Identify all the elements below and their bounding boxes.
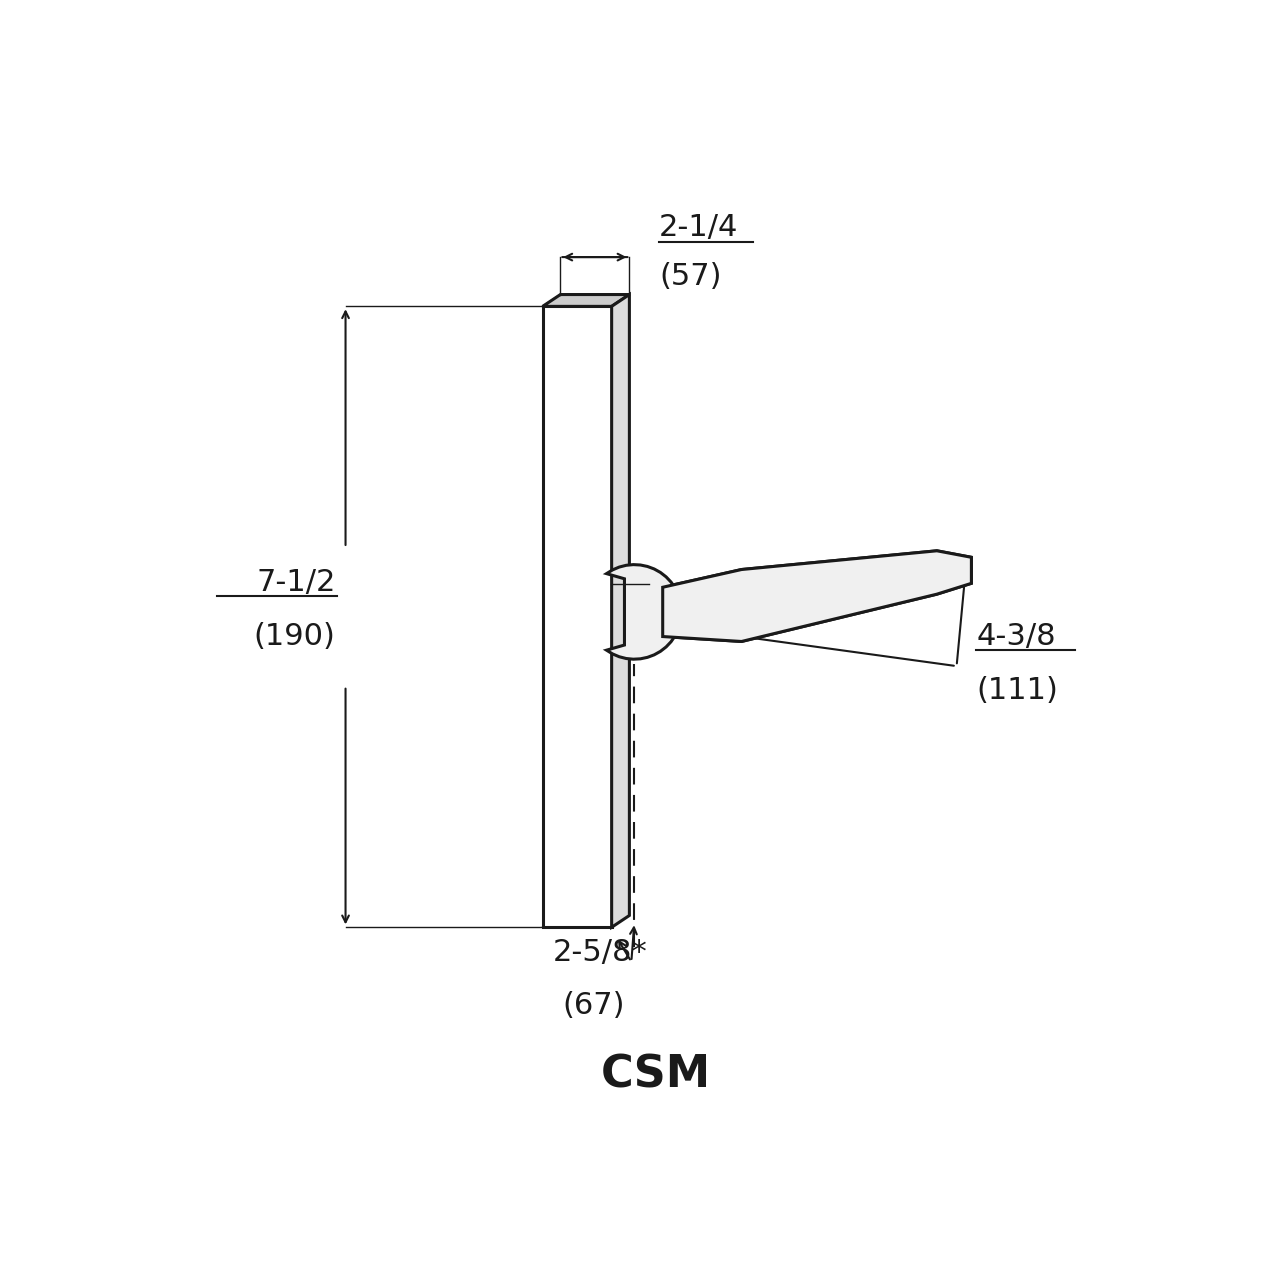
Polygon shape	[607, 564, 681, 659]
Text: 7-1/2: 7-1/2	[256, 568, 335, 596]
Text: 4-3/8: 4-3/8	[977, 622, 1056, 652]
Polygon shape	[663, 550, 972, 641]
Polygon shape	[612, 294, 630, 927]
Polygon shape	[663, 550, 972, 641]
Text: (111): (111)	[977, 676, 1059, 705]
Text: 2-5/8*: 2-5/8*	[553, 938, 648, 966]
Text: (190): (190)	[253, 622, 335, 650]
Text: 2-1/4: 2-1/4	[659, 214, 739, 242]
Polygon shape	[543, 306, 612, 927]
Polygon shape	[543, 294, 630, 306]
Text: CSM: CSM	[600, 1053, 712, 1097]
Text: (57): (57)	[659, 262, 722, 291]
Text: (67): (67)	[562, 991, 625, 1020]
